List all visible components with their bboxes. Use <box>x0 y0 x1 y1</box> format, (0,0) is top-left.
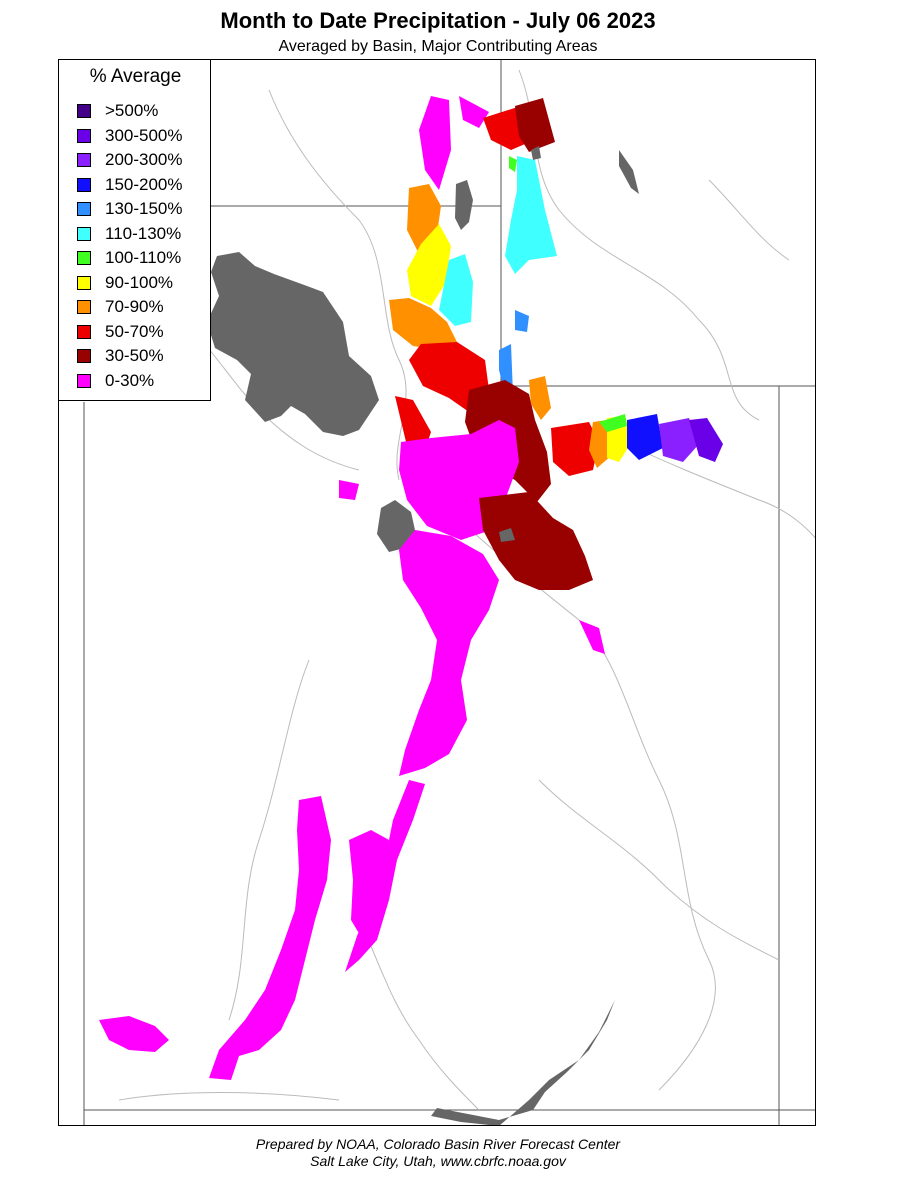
legend-label: 50-70% <box>105 321 164 341</box>
legend-item: 30-50% <box>77 344 183 369</box>
legend-swatch <box>77 324 91 339</box>
legend-item: 70-90% <box>77 295 183 320</box>
basin-70-90 <box>589 420 611 468</box>
lake <box>499 528 515 542</box>
legend-item: 200-300% <box>77 148 183 173</box>
legend-swatch <box>77 153 91 168</box>
legend-swatch <box>77 128 91 143</box>
basin-300-500 <box>689 418 723 462</box>
legend-swatch <box>77 251 91 266</box>
basin-0-30 <box>399 530 499 776</box>
legend: % Average >500% 300-500% 200-300% 150-20… <box>58 59 211 401</box>
legend-label: 150-200% <box>105 174 183 194</box>
legend-swatch <box>77 275 91 290</box>
basin-0-30 <box>579 620 605 654</box>
basin-90-100 <box>407 224 451 306</box>
legend-item: 300-500% <box>77 124 183 149</box>
legend-label: 70-90% <box>105 297 164 317</box>
great-salt-lake <box>207 252 379 436</box>
lake <box>531 146 541 160</box>
legend-item: 0-30% <box>77 369 183 394</box>
precip-basins <box>99 96 723 1080</box>
basin-30-50 <box>479 492 593 590</box>
river <box>358 919 480 1111</box>
basin-70-90 <box>389 298 457 350</box>
legend-item: 150-200% <box>77 173 183 198</box>
legend-title: % Average <box>89 66 182 87</box>
legend-label: 100-110% <box>105 248 182 268</box>
map-subtitle: Averaged by Basin, Major Contributing Ar… <box>278 38 598 55</box>
river <box>708 179 790 261</box>
map-canvas <box>83 60 815 1125</box>
legend-label: 130-150% <box>105 199 183 219</box>
basin-gaps <box>499 146 541 542</box>
river <box>518 69 760 421</box>
state-borders <box>83 60 815 1125</box>
legend-swatch <box>77 177 91 192</box>
lakes <box>207 150 639 1125</box>
bear-lake <box>455 180 473 230</box>
lake-powell <box>431 1000 615 1125</box>
legend-swatch <box>77 226 91 241</box>
legend-label: 300-500% <box>105 125 183 145</box>
basin-0-30 <box>419 96 451 190</box>
legend-swatch <box>77 300 91 315</box>
river <box>118 1092 340 1101</box>
basin-110-130 <box>439 254 473 326</box>
river <box>538 779 780 961</box>
legend-label: 200-300% <box>105 150 183 170</box>
legend-swatch <box>77 202 91 217</box>
legend-item: 110-130% <box>77 222 183 247</box>
basin-130-150 <box>515 310 529 332</box>
footer-credit: Prepared by NOAA, Colorado Basin River F… <box>255 1136 621 1152</box>
legend-label: 110-130% <box>105 223 182 243</box>
basin-0-30 <box>209 796 331 1080</box>
legend-item: 130-150% <box>77 197 183 222</box>
basin-50-70 <box>483 106 525 150</box>
legend-item: 100-110% <box>77 246 183 271</box>
utah-lake <box>377 500 415 552</box>
basin-0-30 <box>349 830 389 940</box>
basin-0-30 <box>459 96 489 128</box>
legend-label: 0-30% <box>105 370 155 390</box>
legend-item: 90-100% <box>77 271 183 296</box>
legend-swatch <box>77 373 91 388</box>
basin-50-70 <box>551 422 599 476</box>
basin-110-130 <box>505 156 557 274</box>
basin-0-30 <box>339 480 359 500</box>
legend-item: 50-70% <box>77 320 183 345</box>
basin-150-200 <box>627 414 663 460</box>
legend-label: >500% <box>105 101 159 121</box>
river <box>228 659 310 1021</box>
legend-items: >500% 300-500% 200-300% 150-200% 130-150… <box>77 99 183 393</box>
basin-100-110 <box>509 156 517 172</box>
legend-swatch <box>77 104 91 119</box>
legend-swatch <box>77 349 91 364</box>
basin-0-30 <box>99 1016 169 1052</box>
footer-location: Salt Lake City, Utah, www.cbrfc.noaa.gov <box>310 1153 566 1169</box>
basin-30-50 <box>515 98 555 152</box>
basin-100-110 <box>599 414 627 432</box>
legend-item: >500% <box>77 99 183 124</box>
flaming-gorge <box>619 150 639 194</box>
legend-label: 90-100% <box>105 272 174 292</box>
basin-70-90 <box>529 376 551 420</box>
basin-200-300 <box>659 418 699 462</box>
map-title: Month to Date Precipitation - July 06 20… <box>220 8 656 33</box>
legend-label: 30-50% <box>105 346 164 366</box>
river <box>618 439 815 539</box>
